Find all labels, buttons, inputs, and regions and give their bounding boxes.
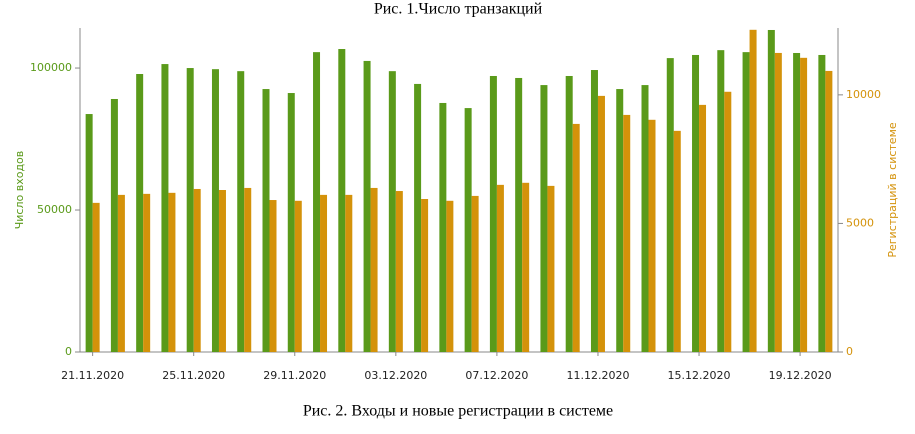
x-tick-label: 19.12.2020: [769, 369, 832, 382]
y-tick-label: 50000: [37, 203, 72, 216]
bar: [673, 130, 681, 352]
bar: [666, 58, 674, 352]
bar: [724, 91, 732, 353]
bar: [774, 52, 782, 352]
x-tick-label: 03.12.2020: [364, 369, 427, 382]
bar: [616, 89, 624, 353]
bar: [244, 187, 252, 352]
bar: [388, 71, 396, 352]
bar: [269, 200, 277, 352]
x-tick-label: 25.11.2020: [162, 369, 225, 382]
bar: [699, 104, 707, 352]
bar: [262, 89, 270, 353]
x-tick-label: 11.12.2020: [566, 369, 629, 382]
bar: [515, 77, 523, 353]
bar: [294, 200, 302, 352]
bar: [623, 114, 631, 353]
bar: [313, 52, 321, 353]
bar: [818, 54, 826, 352]
bar: [496, 184, 504, 352]
bar: [161, 64, 169, 352]
bar: [439, 102, 447, 352]
y2-tick-label: 5000: [846, 216, 874, 229]
bar: [767, 29, 775, 352]
bar: [117, 194, 125, 352]
bar: [143, 193, 151, 352]
bar: [641, 85, 649, 353]
bar: [395, 191, 403, 352]
bar: [363, 60, 371, 353]
bar: [471, 195, 479, 352]
bar: [85, 114, 93, 352]
bar: [590, 70, 598, 352]
bar: [522, 182, 530, 352]
bar: [320, 194, 328, 352]
y2-axis-label: Регистраций в системе: [886, 122, 899, 257]
bar: [800, 57, 808, 352]
bar: [540, 85, 548, 353]
bar: [825, 70, 833, 352]
bar: [421, 199, 429, 352]
x-tick-label: 15.12.2020: [668, 369, 731, 382]
bar: [218, 190, 226, 352]
bar: [110, 98, 118, 352]
caption: Рис. 2. Входы и новые регистрации в сист…: [303, 403, 613, 420]
x-tick-label: 29.11.2020: [263, 369, 326, 382]
chart-title: Рис. 1.Число транзакций: [374, 1, 543, 18]
y2-tick-label: 10000: [846, 88, 881, 101]
bar: [446, 200, 454, 352]
bar: [464, 108, 472, 353]
bar: [193, 188, 201, 352]
bar: [547, 185, 555, 352]
bar: [793, 52, 801, 352]
bar: [717, 50, 725, 353]
bar: [370, 187, 378, 352]
bar: [287, 93, 295, 353]
bar: [648, 119, 656, 352]
bar: [237, 71, 245, 352]
bar: [597, 95, 605, 352]
bar: [414, 83, 422, 353]
y-tick-label: 0: [65, 345, 72, 358]
x-tick-label: 21.11.2020: [61, 369, 124, 382]
bar: [136, 74, 144, 352]
bar: [749, 29, 757, 353]
bar: [168, 192, 176, 352]
bar: [92, 202, 100, 352]
y-tick-label: 100000: [30, 61, 72, 74]
bar: [572, 123, 580, 353]
x-tick-label: 07.12.2020: [465, 369, 528, 382]
bar: [692, 54, 700, 352]
y-axis-label: Число входов: [13, 151, 26, 230]
bar: [211, 69, 219, 352]
y2-tick-label: 0: [846, 345, 853, 358]
bar: [489, 75, 497, 352]
bar: [565, 75, 573, 352]
bar: [742, 52, 750, 353]
bar: [186, 68, 194, 352]
bar: [338, 49, 346, 352]
bar: [345, 194, 353, 352]
